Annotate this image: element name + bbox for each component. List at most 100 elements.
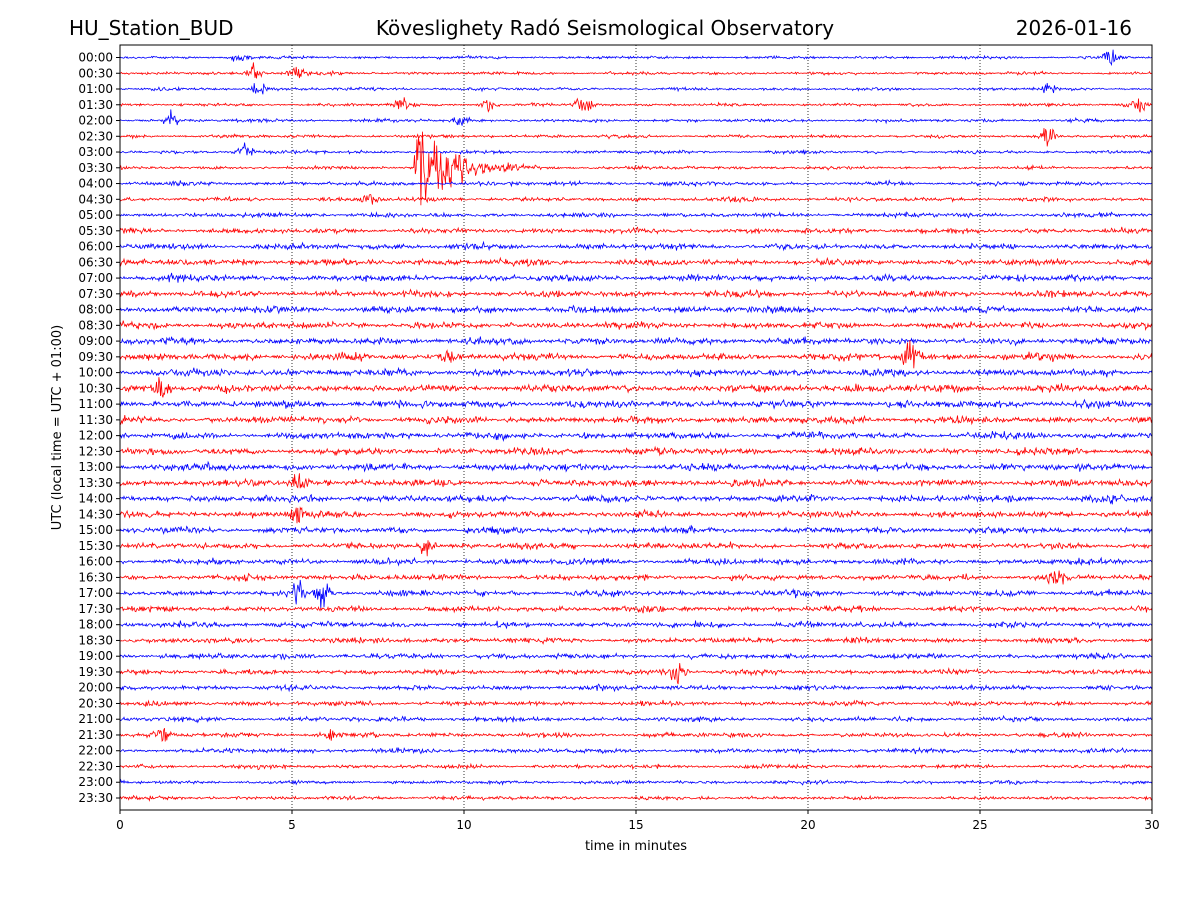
y-tick-label: 19:00 (78, 649, 113, 663)
y-tick-label: 17:00 (78, 586, 113, 600)
trace-2030 (119, 699, 1153, 708)
y-tick-label: 01:00 (78, 82, 113, 96)
x-tick-label: 10 (456, 818, 471, 832)
y-tick-label: 07:00 (78, 271, 113, 285)
y-tick-label: 10:30 (78, 381, 113, 395)
trace-0600 (119, 240, 1153, 252)
trace-0030 (119, 62, 1153, 79)
y-tick-label: 22:00 (78, 744, 113, 758)
trace-1430 (119, 506, 1153, 524)
y-tick-label: 15:30 (78, 539, 113, 553)
trace-1830 (119, 635, 1153, 645)
trace-1000 (119, 366, 1153, 379)
y-tick-label: 21:00 (78, 712, 113, 726)
trace-0830 (119, 320, 1153, 331)
y-tick-label: 11:00 (78, 397, 113, 411)
y-tick-label: 01:30 (78, 98, 113, 112)
y-tick-label: 05:30 (78, 224, 113, 238)
date-label: 2026-01-16 (1015, 16, 1132, 40)
trace-0330 (119, 131, 1153, 206)
trace-0300 (119, 142, 1153, 156)
y-tick-label: 20:30 (78, 696, 113, 710)
y-tick-label: 21:30 (78, 728, 113, 742)
trace-2000 (119, 683, 1153, 693)
trace-1530 (119, 540, 1153, 557)
x-tick-label: 25 (972, 818, 987, 832)
trace-0530 (119, 226, 1153, 235)
y-tick-label: 09:30 (78, 350, 113, 364)
y-tick-label: 13:30 (78, 476, 113, 490)
y-tick-label: 03:30 (78, 161, 113, 175)
y-tick-label: 20:00 (78, 681, 113, 695)
y-tick-label: 23:30 (78, 791, 113, 805)
trace-2100 (119, 714, 1153, 724)
trace-1800 (119, 620, 1153, 630)
y-tick-label: 07:30 (78, 287, 113, 301)
station-label: HU_Station_BUD (69, 16, 234, 40)
trace-1130 (119, 414, 1153, 426)
trace-1900 (119, 651, 1153, 661)
x-tick-label: 15 (628, 818, 643, 832)
trace-0000 (119, 49, 1153, 67)
trace-1930 (119, 663, 1153, 685)
trace-0430 (119, 194, 1153, 205)
trace-2230 (119, 762, 1153, 771)
y-tick-label: 00:00 (78, 51, 113, 65)
y-tick-label: 10:00 (78, 366, 113, 380)
x-tick-label: 20 (800, 818, 815, 832)
y-tick-label: 06:00 (78, 240, 113, 254)
y-tick-label: 23:00 (78, 775, 113, 789)
trace-0730 (119, 288, 1153, 299)
y-tick-label: 18:00 (78, 618, 113, 632)
trace-0100 (119, 83, 1153, 95)
y-tick-label: 14:00 (78, 492, 113, 506)
y-tick-label: 14:30 (78, 507, 113, 521)
trace-0230 (119, 128, 1153, 147)
y-tick-label: 17:30 (78, 602, 113, 616)
trace-1730 (119, 604, 1153, 614)
y-tick-label: 15:00 (78, 523, 113, 537)
x-axis-label: time in minutes (585, 839, 687, 854)
y-tick-label: 02:30 (78, 129, 113, 143)
y-tick-label: 00:30 (78, 66, 113, 80)
y-tick-label: 08:30 (78, 318, 113, 332)
y-tick-label: 16:00 (78, 555, 113, 569)
y-tick-label: 11:30 (78, 413, 113, 427)
trace-0630 (119, 256, 1153, 268)
y-tick-label: 02:00 (78, 114, 113, 128)
trace-1400 (119, 493, 1153, 505)
chart-title: Köveslighety Radó Seismological Observat… (375, 16, 835, 40)
trace-1200 (119, 430, 1153, 442)
trace-1100 (119, 398, 1153, 410)
y-tick-label: 19:30 (78, 665, 113, 679)
y-tick-label: 04:30 (78, 192, 113, 206)
y-tick-label: 04:00 (78, 177, 113, 191)
trace-2130 (119, 727, 1153, 743)
trace-1330 (119, 473, 1153, 489)
trace-2200 (119, 746, 1153, 755)
trace-0900 (119, 336, 1152, 347)
x-tick-label: 30 (1144, 818, 1159, 832)
y-tick-label: 16:30 (78, 570, 113, 584)
y-tick-label: 06:30 (78, 255, 113, 269)
trace-0500 (119, 211, 1153, 219)
x-tick-label: 0 (116, 818, 124, 832)
y-tick-label: 12:00 (78, 429, 113, 443)
trace-0700 (119, 272, 1153, 283)
trace-1700 (119, 579, 1153, 609)
y-tick-label: 18:30 (78, 633, 113, 647)
trace-0200 (119, 109, 1153, 126)
y-tick-label: 09:00 (78, 334, 113, 348)
trace-1500 (119, 524, 1153, 536)
seismogram-traces (119, 49, 1153, 802)
x-tick-label: 5 (288, 818, 296, 832)
y-tick-label: 08:00 (78, 303, 113, 317)
y-axis-label: UTC (local time = UTC + 01:00) (50, 325, 65, 530)
grid-lines (291, 45, 981, 810)
y-tick-label: 12:30 (78, 444, 113, 458)
trace-0400 (119, 179, 1153, 188)
y-tick-label: 05:00 (78, 208, 113, 222)
trace-1230 (119, 445, 1153, 457)
